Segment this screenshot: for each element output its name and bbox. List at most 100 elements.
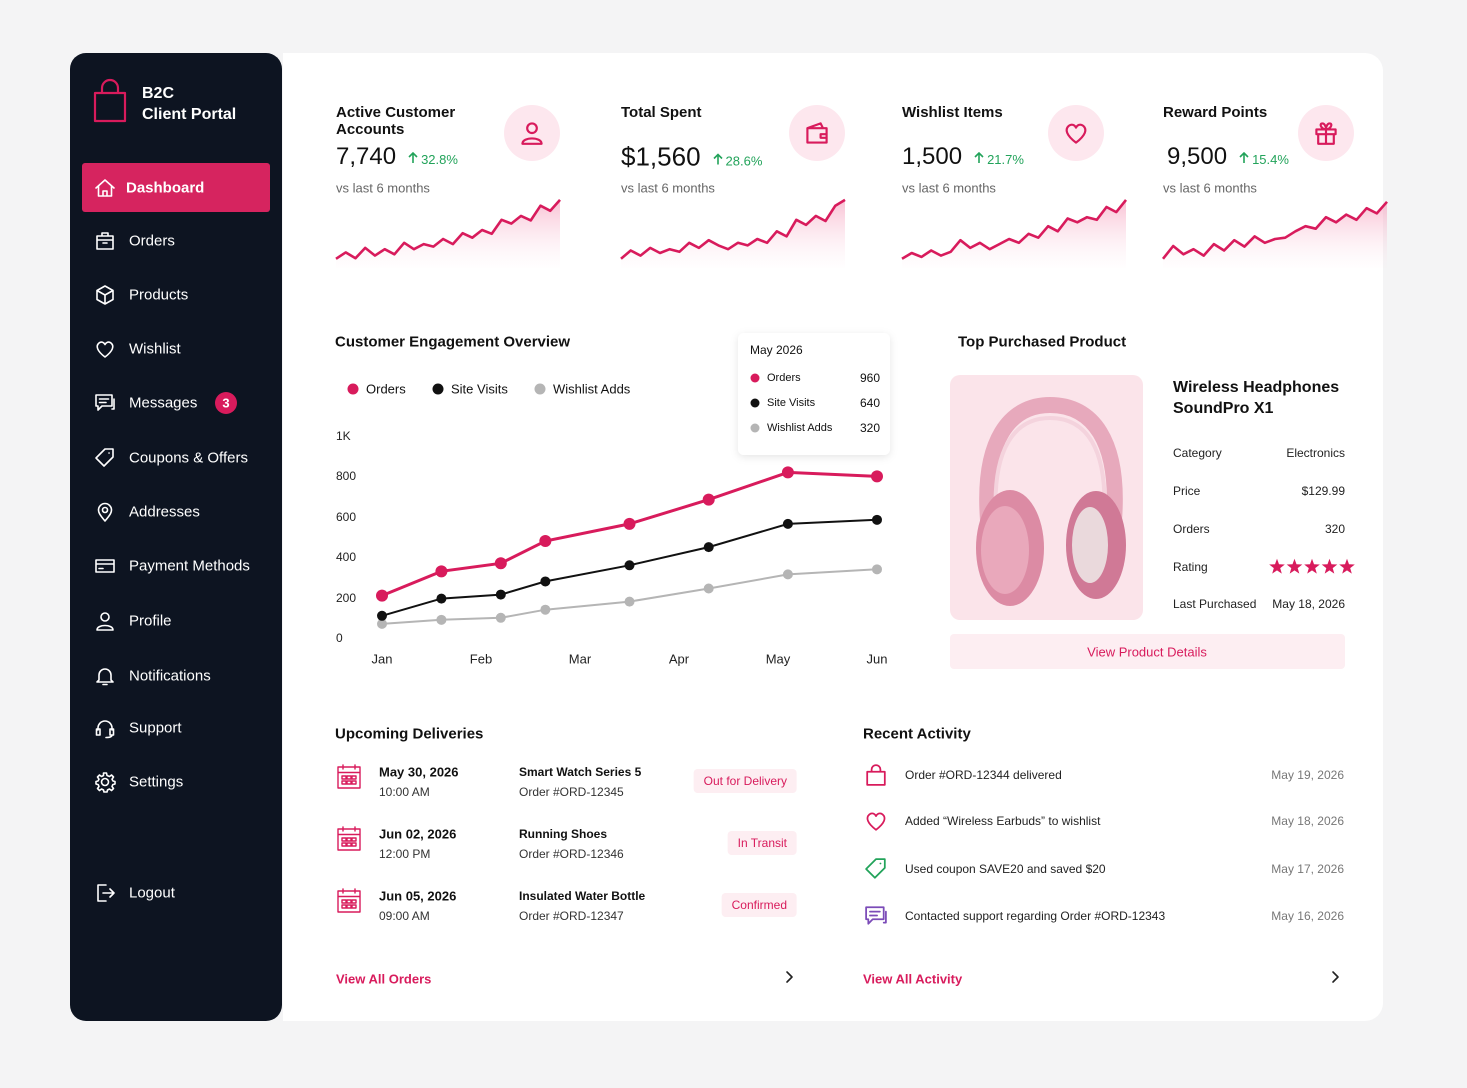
kpi-change: 15.4% [1252,152,1289,167]
tooltip-label: Orders [767,372,801,384]
series-point [702,493,715,506]
series-point [703,583,714,594]
rating-star [1286,558,1303,574]
arrow [712,153,723,165]
detail-label: Rating [1173,560,1208,574]
series-point [376,589,388,602]
sparkline [1161,200,1388,260]
kpi-icon-bg [1048,105,1104,161]
ear-cup-face [981,506,1029,594]
nav-item[interactable]: Settings [129,773,184,791]
kpi-value: 7,740 [336,143,397,170]
nav-logout[interactable]: Logout [129,884,175,902]
kpi-icon [521,122,543,145]
nav-item[interactable]: Wishlist [129,340,181,358]
view-all-orders[interactable]: View All Orders [336,971,432,987]
series-point [436,593,447,604]
nav-item[interactable]: Addresses [129,503,200,521]
sparkline-area [902,199,1126,268]
nav-icon [95,559,115,573]
delivery-product: Running Shoes [519,827,607,841]
nav-item[interactable]: Payment Methods [129,557,250,575]
status-pill: Confirmed [721,893,797,917]
nav-item[interactable]: Products [129,286,189,304]
calendar-icon [337,888,361,913]
nav-icon [96,668,114,686]
detail-label: Orders [1173,522,1210,536]
nav-item[interactable]: Profile [129,612,172,630]
nav-item[interactable]: Notifications [129,667,211,685]
kpi-note: vs last 6 months [1163,180,1257,196]
delivery-time: 09:00 AM [379,909,430,923]
detail-value: May 18, 2026 [1272,597,1345,611]
view-product-button[interactable]: View Product Details [1087,644,1207,660]
series-point [782,518,793,529]
series-point [540,604,551,615]
delivery-product: Insulated Water Bottle [519,889,646,903]
kpi-icon [1315,122,1337,145]
x-tick-label: Jan [371,651,393,667]
sparkline [335,199,561,260]
y-tick-label: 400 [336,550,357,565]
nav-item[interactable]: Coupons & Offers [129,449,248,467]
activity-text: Added “Wireless Earbuds” to wishlist [905,814,1101,828]
arrow [974,152,984,163]
nav-icon [96,341,114,358]
kpi-up-arrow [1239,152,1249,163]
legend-label: Wishlist Adds [553,381,631,397]
delivery-time: 12:00 PM [379,847,431,861]
nav-icon [97,502,113,522]
kpi-value-row: 7,740 32.8% [336,143,458,171]
tooltip-title: May 2026 [750,343,803,357]
activity-date: May 17, 2026 [1271,862,1344,876]
detail-value: Electronics [1286,446,1345,460]
legend-label: Site Visits [451,381,508,397]
x-tick-label: May [765,651,791,667]
nav-item[interactable]: Messages [129,394,198,412]
button-bg [950,634,1345,669]
series-point [782,569,793,580]
y-tick-label: 1K [336,429,351,443]
nav-item[interactable]: Dashboard [126,179,205,197]
nav-icon [95,772,116,793]
kpi-note: vs last 6 months [336,180,430,196]
section-title: Top Purchased Product [958,333,1127,351]
sparkline-area [1163,201,1387,268]
series-line [381,470,878,597]
series-point [494,557,507,570]
activity-date: May 19, 2026 [1271,768,1344,782]
delivery-date: Jun 02, 2026 [379,826,457,842]
rating-star [1321,558,1338,574]
series-line [381,568,878,625]
detail-label: Last Purchased [1173,597,1257,611]
chevron [786,971,793,983]
brand-name: Client Portal [142,106,237,123]
view-all-activity[interactable]: View All Activity [863,971,963,987]
sparkline-area [336,199,560,268]
y-tick-label: 200 [336,590,357,605]
sidebar [70,53,282,1021]
tooltip [738,333,890,455]
nav-item[interactable]: Support [129,719,182,737]
tooltip-value: 320 [859,421,880,435]
kpi-change: 21.7% [987,152,1024,167]
activity-icon [866,812,886,831]
activity-date: May 16, 2026 [1271,909,1344,923]
delivery-product: Smart Watch Series 5 [519,765,642,779]
nav-item[interactable]: Orders [129,232,175,250]
series-point [436,614,447,625]
series-point [377,618,387,629]
kpi-note: vs last 6 months [902,180,996,196]
kpi-up-arrow [408,152,418,163]
kpi-value-row: $1,560 28.6% [621,142,762,173]
legend-dot [432,383,444,395]
tooltip-label: Wishlist Adds [767,422,833,434]
activity-text: Contacted support regarding Order #ORD-1… [905,909,1166,923]
section-title: Upcoming Deliveries [335,725,484,743]
series-line [381,518,878,617]
rating-star [1339,558,1355,574]
detail-value: $129.99 [1301,484,1345,498]
detail-label: Category [1173,446,1222,460]
kpi-change: 32.8% [421,152,458,167]
